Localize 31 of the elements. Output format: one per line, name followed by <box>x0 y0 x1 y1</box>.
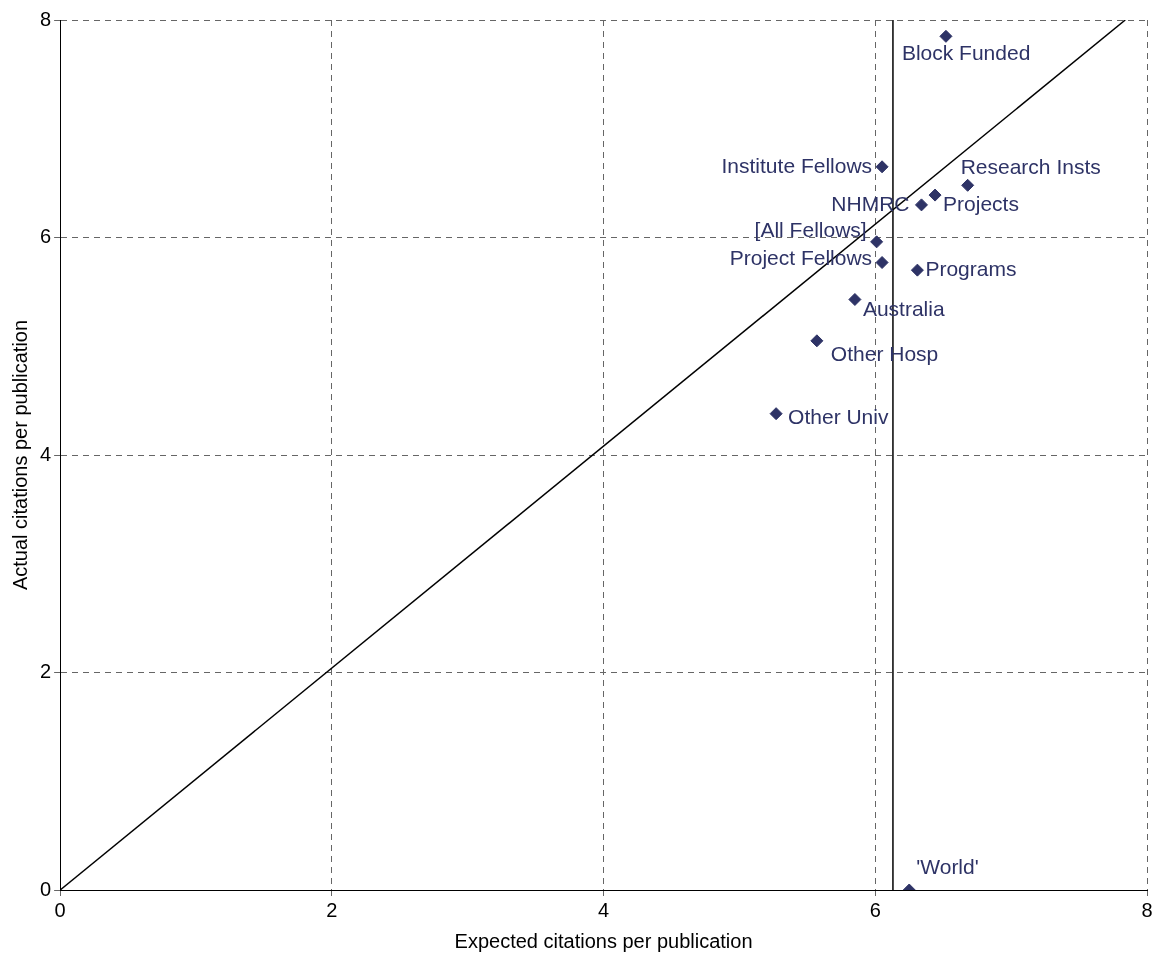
point <box>870 235 884 249</box>
point <box>939 29 953 43</box>
x-tick-label: 2 <box>326 898 338 921</box>
point <box>910 263 924 277</box>
annotation: Programs <box>925 256 1017 280</box>
point <box>810 334 824 348</box>
y-tick-label: 6 <box>40 225 52 248</box>
point <box>769 407 783 421</box>
annotation: Block Funded <box>901 41 1031 65</box>
y-tick-label: 8 <box>40 7 52 30</box>
point <box>961 178 975 192</box>
y-tick-label: 0 <box>40 877 52 900</box>
annotation: Research Insts <box>960 155 1101 179</box>
point <box>914 198 928 212</box>
point <box>848 292 862 306</box>
point <box>875 256 889 270</box>
annotation: [All Fellows] <box>754 217 867 241</box>
point <box>875 160 889 174</box>
y-tick-label: 4 <box>40 442 52 465</box>
annotation: Institute Fellows <box>721 153 873 177</box>
x-axis-title: Expected citations per publication <box>454 929 753 952</box>
annotation: Other Univ <box>788 405 889 429</box>
x-tick-label: 4 <box>598 898 610 921</box>
x-tick-label: 8 <box>1141 898 1153 921</box>
y-tick-label: 2 <box>40 660 52 683</box>
point <box>928 188 942 202</box>
x-tick-label: 6 <box>869 898 881 921</box>
annotation: Projects <box>943 191 1019 215</box>
x-tick-label: 0 <box>54 898 66 921</box>
annotation: 'World' <box>916 854 979 878</box>
y-axis-title: Actual citations per publication <box>8 319 31 591</box>
